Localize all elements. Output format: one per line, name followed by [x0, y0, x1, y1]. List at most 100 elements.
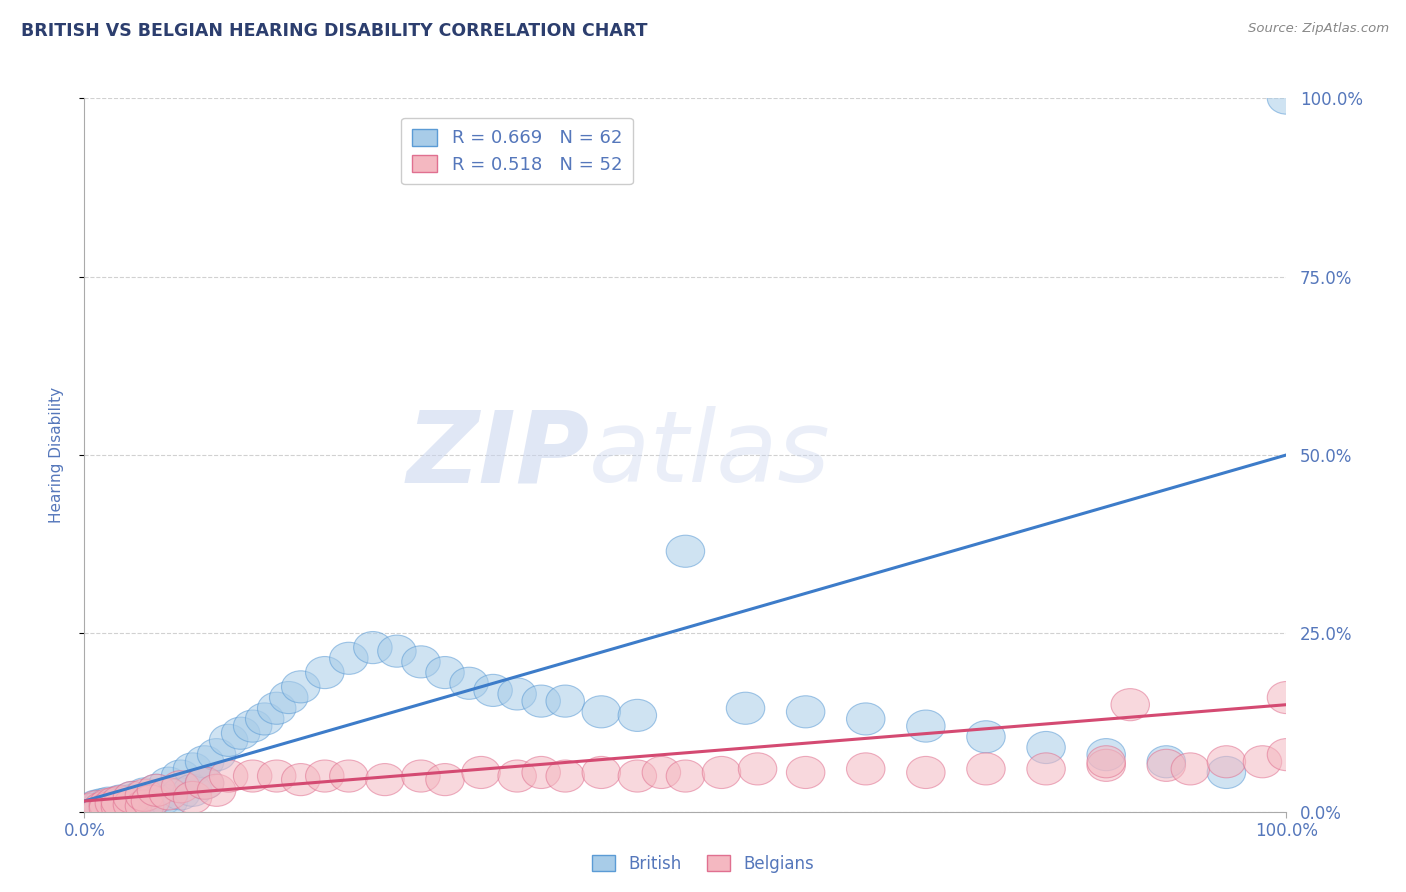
- Ellipse shape: [498, 678, 536, 710]
- Ellipse shape: [727, 692, 765, 724]
- Ellipse shape: [162, 778, 200, 810]
- Text: atlas: atlas: [589, 407, 831, 503]
- Ellipse shape: [89, 787, 128, 819]
- Ellipse shape: [77, 792, 115, 824]
- Ellipse shape: [131, 785, 170, 817]
- Ellipse shape: [83, 789, 122, 821]
- Ellipse shape: [1267, 82, 1306, 114]
- Ellipse shape: [281, 671, 321, 703]
- Ellipse shape: [125, 780, 163, 812]
- Ellipse shape: [125, 789, 163, 821]
- Ellipse shape: [209, 760, 247, 792]
- Ellipse shape: [907, 710, 945, 742]
- Ellipse shape: [426, 764, 464, 796]
- Ellipse shape: [96, 787, 134, 819]
- Ellipse shape: [426, 657, 464, 689]
- Ellipse shape: [120, 787, 157, 819]
- Text: Source: ZipAtlas.com: Source: ZipAtlas.com: [1249, 22, 1389, 36]
- Ellipse shape: [101, 790, 139, 822]
- Ellipse shape: [1026, 753, 1066, 785]
- Ellipse shape: [786, 756, 825, 789]
- Ellipse shape: [173, 753, 212, 785]
- Ellipse shape: [1087, 739, 1125, 771]
- Ellipse shape: [329, 760, 368, 792]
- Ellipse shape: [114, 781, 152, 814]
- Ellipse shape: [125, 790, 163, 822]
- Ellipse shape: [1147, 746, 1185, 778]
- Ellipse shape: [666, 760, 704, 792]
- Ellipse shape: [96, 789, 134, 822]
- Ellipse shape: [1243, 746, 1282, 778]
- Ellipse shape: [281, 764, 321, 796]
- Ellipse shape: [173, 781, 212, 814]
- Ellipse shape: [131, 785, 170, 817]
- Ellipse shape: [402, 646, 440, 678]
- Ellipse shape: [305, 760, 344, 792]
- Ellipse shape: [846, 703, 884, 735]
- Ellipse shape: [83, 792, 122, 824]
- Ellipse shape: [114, 781, 152, 814]
- Text: ZIP: ZIP: [406, 407, 589, 503]
- Ellipse shape: [101, 785, 139, 817]
- Ellipse shape: [354, 632, 392, 664]
- Ellipse shape: [89, 789, 128, 821]
- Ellipse shape: [257, 692, 295, 724]
- Ellipse shape: [138, 774, 176, 806]
- Ellipse shape: [270, 681, 308, 714]
- Ellipse shape: [1147, 749, 1185, 781]
- Ellipse shape: [77, 790, 115, 822]
- Ellipse shape: [474, 674, 512, 706]
- Ellipse shape: [1087, 749, 1125, 781]
- Ellipse shape: [125, 778, 163, 810]
- Ellipse shape: [101, 786, 139, 818]
- Legend: R = 0.669   N = 62, R = 0.518   N = 52: R = 0.669 N = 62, R = 0.518 N = 52: [401, 118, 633, 185]
- Ellipse shape: [197, 739, 236, 771]
- Ellipse shape: [1267, 739, 1306, 771]
- Ellipse shape: [114, 789, 152, 821]
- Ellipse shape: [138, 781, 176, 814]
- Ellipse shape: [967, 721, 1005, 753]
- Ellipse shape: [305, 657, 344, 689]
- Ellipse shape: [101, 790, 139, 822]
- Ellipse shape: [101, 788, 139, 820]
- Ellipse shape: [461, 756, 501, 789]
- Ellipse shape: [149, 778, 188, 810]
- Legend: British, Belgians: British, Belgians: [585, 848, 821, 880]
- Ellipse shape: [186, 746, 224, 778]
- Ellipse shape: [162, 760, 200, 792]
- Ellipse shape: [138, 774, 176, 806]
- Ellipse shape: [378, 635, 416, 667]
- Ellipse shape: [1267, 681, 1306, 714]
- Ellipse shape: [643, 756, 681, 789]
- Text: BRITISH VS BELGIAN HEARING DISABILITY CORRELATION CHART: BRITISH VS BELGIAN HEARING DISABILITY CO…: [21, 22, 648, 40]
- Ellipse shape: [233, 710, 271, 742]
- Ellipse shape: [197, 774, 236, 806]
- Ellipse shape: [967, 753, 1005, 785]
- Ellipse shape: [498, 760, 536, 792]
- Ellipse shape: [846, 753, 884, 785]
- Ellipse shape: [786, 696, 825, 728]
- Ellipse shape: [257, 760, 295, 792]
- Ellipse shape: [546, 760, 585, 792]
- Ellipse shape: [522, 685, 561, 717]
- Ellipse shape: [149, 785, 188, 817]
- Ellipse shape: [402, 760, 440, 792]
- Ellipse shape: [619, 760, 657, 792]
- Ellipse shape: [907, 756, 945, 789]
- Ellipse shape: [143, 783, 181, 815]
- Ellipse shape: [107, 787, 146, 819]
- Ellipse shape: [221, 717, 260, 749]
- Ellipse shape: [72, 794, 110, 826]
- Ellipse shape: [209, 724, 247, 756]
- Ellipse shape: [1171, 753, 1209, 785]
- Ellipse shape: [233, 760, 271, 792]
- Ellipse shape: [1208, 756, 1246, 789]
- Ellipse shape: [366, 764, 404, 796]
- Ellipse shape: [582, 756, 620, 789]
- Ellipse shape: [186, 767, 224, 799]
- Ellipse shape: [1208, 746, 1246, 778]
- Ellipse shape: [1111, 689, 1150, 721]
- Ellipse shape: [89, 792, 128, 824]
- Ellipse shape: [114, 790, 152, 822]
- Ellipse shape: [114, 784, 152, 816]
